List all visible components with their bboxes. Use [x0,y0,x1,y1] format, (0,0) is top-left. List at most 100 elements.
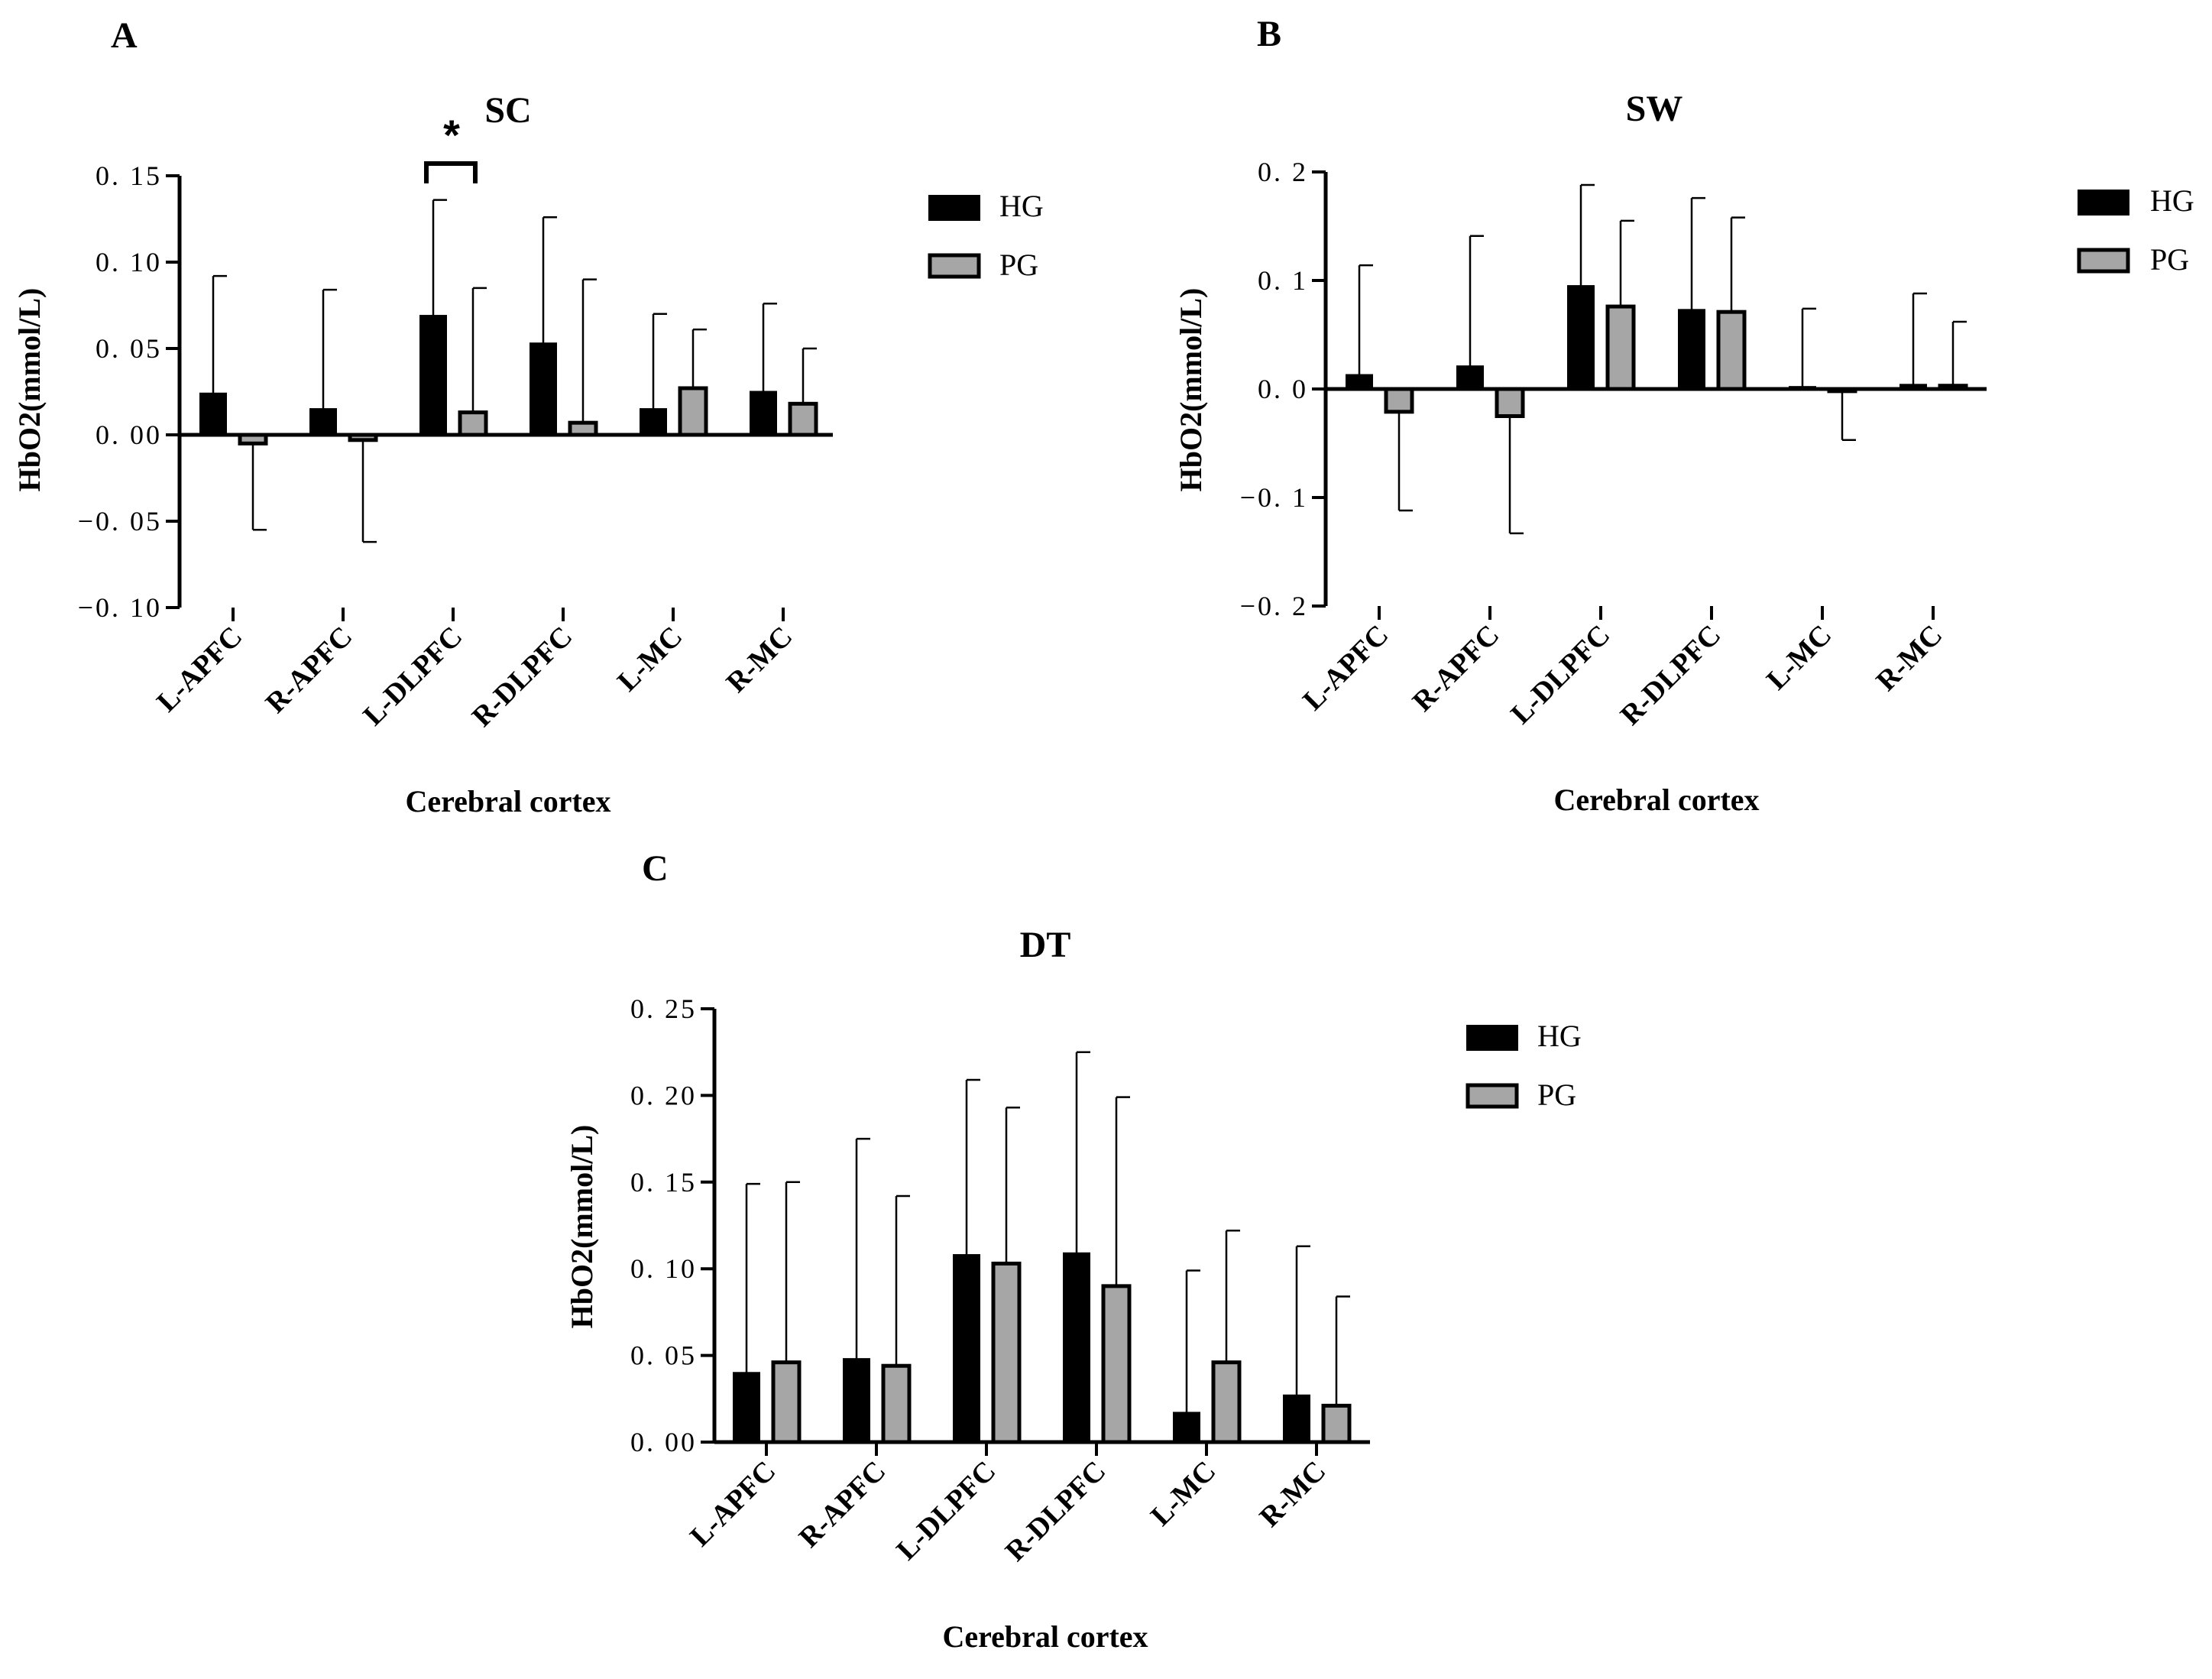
legend-swatch-hg-a [928,195,980,221]
bar-pg-r-apfc [1495,387,1525,418]
x-tick-label-l-apfc: L-APFC [1297,619,1394,717]
x-tick-label-l-mc: L-MC [611,621,688,698]
y-tick-label: −0. 10 [78,592,162,623]
x-tick-label-r-dlpfc: R-DLPFC [1614,619,1728,732]
bar-hg-r-dlpfc [1063,1252,1090,1443]
legend-b: HG PG [2077,183,2194,277]
bar-hg-r-dlpfc [530,342,557,436]
y-tick-label: 0. 0 [1258,374,1308,404]
y-tick-label: 0. 00 [96,420,162,450]
y-tick-label: 0. 25 [630,993,697,1024]
x-tick-label-l-mc: L-MC [1760,619,1838,696]
bar-pg-r-dlpfc [1716,310,1747,391]
bar-hg-r-mc [750,391,777,436]
bar-hg-r-apfc [309,408,337,436]
legend-label-pg-c: PG [1537,1078,1576,1112]
bar-hg-r-apfc [1456,365,1484,390]
bar-hg-l-apfc [1346,374,1373,391]
x-tick-label-l-dlpfc: L-DLPFC [1504,619,1616,731]
bar-pg-l-mc [1211,1360,1242,1444]
significance-star: * [443,111,460,159]
x-axis-title-b: Cerebral cortex [1553,783,1759,817]
y-tick-label: −0. 1 [1240,482,1308,513]
panel-b: B SW 0. 20. 10. 0−0. 1−0. 2L-APFC R-APFCL… [1174,14,2194,817]
x-tick-label-l-dlpfc: L-DLPFC [890,1455,1002,1567]
significance-bracket [424,161,478,183]
legend-swatch-hg-b [2078,190,2129,216]
bar-pg-r-apfc [881,1363,912,1444]
chart-title-b: SW [1626,89,1683,129]
x-tick-label-l-dlpfc: L-DLPFC [357,621,468,732]
bar-hg-l-apfc [199,392,227,436]
bar-pg-r-mc [788,401,818,437]
chart-title-c: DT [1020,925,1071,965]
x-tick-label-r-mc: R-MC [721,621,799,699]
y-tick-label: 0. 05 [630,1340,697,1371]
chart-title-a: SC [484,90,531,131]
bar-pg-l-dlpfc [1605,304,1636,391]
legend-label-hg-c: HG [1537,1019,1582,1053]
y-tick-label: 0. 15 [96,160,162,191]
plot-area-b: 0. 2 0. 1 0. 0 −0. 1 −0. 2L-APFC R-APFCL-DLPF… [1240,157,1987,731]
legend-swatch-pg-c [1465,1083,1519,1109]
plot-area-a: 0. 150. 100. 050. 00−0. 05−0. 10L-APFC R-… [78,160,833,733]
x-tick-label-r-apfc: R-APFC [260,621,359,720]
legend-label-pg-b: PG [2150,242,2189,277]
x-tick-label-r-mc: R-MC [1254,1455,1333,1534]
bar-hg-r-dlpfc [1678,309,1705,390]
x-tick-label-l-apfc: L-APFC [151,621,248,718]
bar-pg-l-dlpfc [991,1261,1022,1444]
bar-pg-l-apfc [1384,387,1414,414]
x-tick-label-l-apfc: L-APFC [684,1455,782,1553]
bar-hg-l-mc [640,408,667,436]
y-tick-label: 0. 00 [630,1427,697,1457]
y-tick-label: 0. 15 [630,1167,697,1198]
bar-hg-r-mc [1283,1394,1310,1444]
legend-swatch-pg-b [2077,248,2130,274]
bar-hg-l-dlpfc [1567,285,1595,390]
bar-pg-l-apfc [771,1360,802,1444]
panel-a: A SC 0. 15 0. 10 0. 05 0. 00 −0. 05 −0. 10L-A… [12,15,1044,818]
legend-a: HG PG [928,189,1044,282]
panel-c: C DT 0. 25 0. 20 0. 15 0. 10 0. 05 0. 00L-APF… [565,848,1582,1654]
legend-label-pg-a: PG [999,248,1038,282]
legend-swatch-pg-a [928,253,981,279]
bar-pg-l-mc [678,386,708,437]
x-tick-label-r-apfc: R-APFC [1407,619,1506,718]
x-tick-label-r-apfc: R-APFC [793,1455,892,1554]
x-axis-title-c: Cerebral cortex [942,1619,1148,1654]
legend-swatch-hg-c [1466,1025,1518,1051]
y-tick-label: 0. 10 [630,1253,697,1284]
panel-letter-a: A [111,15,138,56]
y-tick-label: 0. 10 [96,247,162,277]
y-tick-label: −0. 05 [78,506,162,536]
y-tick-label: −0. 2 [1240,591,1308,621]
legend-label-hg-a: HG [999,189,1044,223]
bar-pg-r-dlpfc [1101,1284,1132,1444]
legend-label-hg-b: HG [2150,183,2194,218]
bar-hg-l-dlpfc [953,1254,980,1444]
x-tick-label-l-mc: L-MC [1145,1455,1222,1532]
bar-hg-l-dlpfc [419,315,447,436]
y-axis-title-a: HbO2(mmol/L) [12,288,47,492]
bar-pg-l-dlpfc [458,410,488,437]
panel-letter-c: C [642,848,669,889]
bar-hg-r-apfc [843,1358,870,1443]
x-axis-title-a: Cerebral cortex [405,784,610,818]
y-tick-label: 0. 1 [1258,265,1308,296]
bar-hg-l-mc [1173,1412,1200,1443]
legend-c: HG PG [1465,1019,1582,1112]
x-tick-label-r-dlpfc: R-DLPFC [999,1455,1112,1568]
y-tick-label: 0. 05 [96,333,162,364]
x-tick-label-r-mc: R-MC [1870,619,1949,698]
y-tick-label: 0. 20 [630,1080,697,1110]
y-tick-label: 0. 2 [1258,157,1308,187]
y-axis-title-b: HbO2(mmol/L) [1174,288,1208,492]
panel-letter-b: B [1257,14,1281,54]
y-axis-title-c: HbO2(mmol/L) [565,1125,599,1329]
x-tick-label-r-dlpfc: R-DLPFC [466,621,579,734]
bar-hg-l-apfc [733,1372,760,1444]
plot-area-c: 0. 25 0. 20 0. 15 0. 10 0. 05 0. 00L-APFC R-AP… [630,993,1370,1567]
bar-pg-r-mc [1321,1403,1352,1444]
